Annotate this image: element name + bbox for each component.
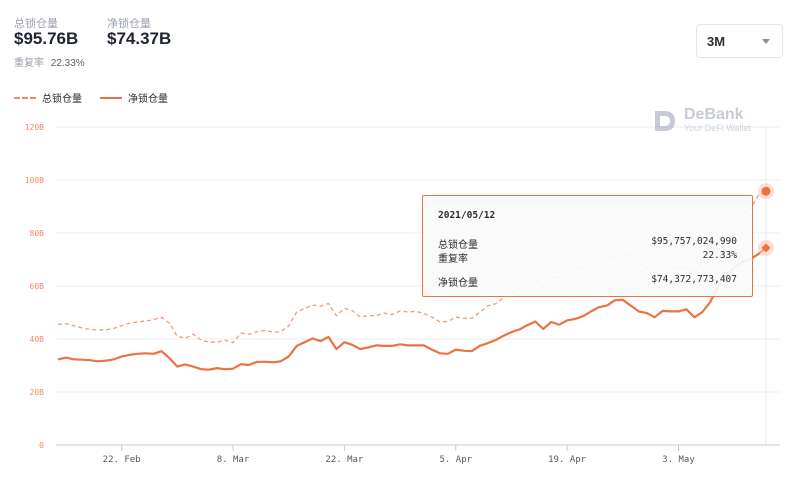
y-tick-label: 0 — [39, 441, 44, 450]
y-tick-label: 80B — [30, 229, 45, 238]
debank-logo-icon — [655, 110, 675, 131]
y-tick-label: 60B — [30, 282, 45, 291]
x-tick-label: 3. May — [662, 455, 695, 465]
time-range-select[interactable]: 3M — [696, 24, 783, 58]
chevron-down-icon — [762, 38, 770, 44]
tooltip-total-label: 总锁仓量 — [438, 240, 478, 251]
net-tvl-line — [57, 247, 767, 371]
legend-item-total[interactable]: 总锁仓量 — [14, 90, 82, 105]
net-tvl-label: 净锁仓量 — [107, 18, 151, 30]
tooltip-net-label: 净锁仓量 — [438, 278, 478, 289]
tooltip-net-value: $74,372,773,407 — [651, 274, 737, 285]
tooltip-row-dup: 重复率 22.33% — [438, 250, 737, 265]
tooltip-date: 2021/05/12 — [438, 210, 496, 221]
x-axis: 22. Feb 8. Mar 22. Mar 5. Apr 19. Apr 3. May — [56, 444, 780, 465]
duplication-rate-value: 22.33% — [50, 58, 85, 69]
total-tvl-line — [57, 190, 767, 344]
solid-line-icon — [100, 96, 122, 99]
hover-cursor — [758, 127, 774, 445]
legend-label-total: 总锁仓量 — [42, 94, 82, 105]
x-tick-label: 5. Apr — [439, 455, 472, 465]
legend-item-net[interactable]: 净锁仓量 — [100, 90, 168, 105]
y-axis: 0 20B 40B 60B 80B 100B 120B — [25, 123, 44, 450]
duplication-rate-label: 重复率 — [14, 58, 44, 69]
legend-label-net: 净锁仓量 — [128, 94, 168, 105]
logo-name: DeBank — [684, 106, 744, 123]
chart-tooltip: 2021/05/12 总锁仓量 $95,757,024,990 重复率 22.3… — [422, 195, 753, 297]
tooltip-dup-label: 重复率 — [438, 254, 468, 265]
y-tick-label: 120B — [25, 123, 44, 132]
logo-tagline: Your DeFi Wallet — [684, 123, 751, 133]
x-tick-label: 8. Mar — [217, 455, 250, 465]
net-tvl-value: $74.37B — [107, 29, 172, 48]
tooltip-dup-value: 22.33% — [702, 250, 737, 261]
chart-series — [57, 190, 767, 371]
y-tick-label: 100B — [25, 176, 44, 185]
dashed-line-icon — [14, 96, 36, 99]
time-range-value: 3M — [707, 33, 726, 49]
duplication-rate: 重复率 22.33% — [14, 54, 85, 69]
y-tick-label: 20B — [30, 388, 45, 397]
x-tick-label: 22. Feb — [103, 455, 141, 465]
chart-grid — [56, 126, 780, 446]
hover-marker-total — [761, 186, 771, 196]
x-tick-label: 19. Apr — [548, 455, 587, 465]
x-tick-label: 22. Mar — [325, 455, 364, 465]
chart-legend: 总锁仓量 净锁仓量 — [14, 90, 186, 105]
debank-watermark: DeBank Your DeFi Wallet — [652, 107, 751, 134]
tooltip-row-total: 总锁仓量 $95,757,024,990 — [438, 236, 737, 251]
total-tvl-value: $95.76B — [14, 29, 79, 48]
tooltip-total-value: $95,757,024,990 — [651, 236, 737, 247]
y-tick-label: 40B — [30, 335, 45, 344]
hover-marker-net — [761, 243, 771, 253]
total-tvl-label: 总锁仓量 — [14, 18, 58, 30]
tooltip-row-net: 净锁仓量 $74,372,773,407 — [438, 274, 737, 289]
